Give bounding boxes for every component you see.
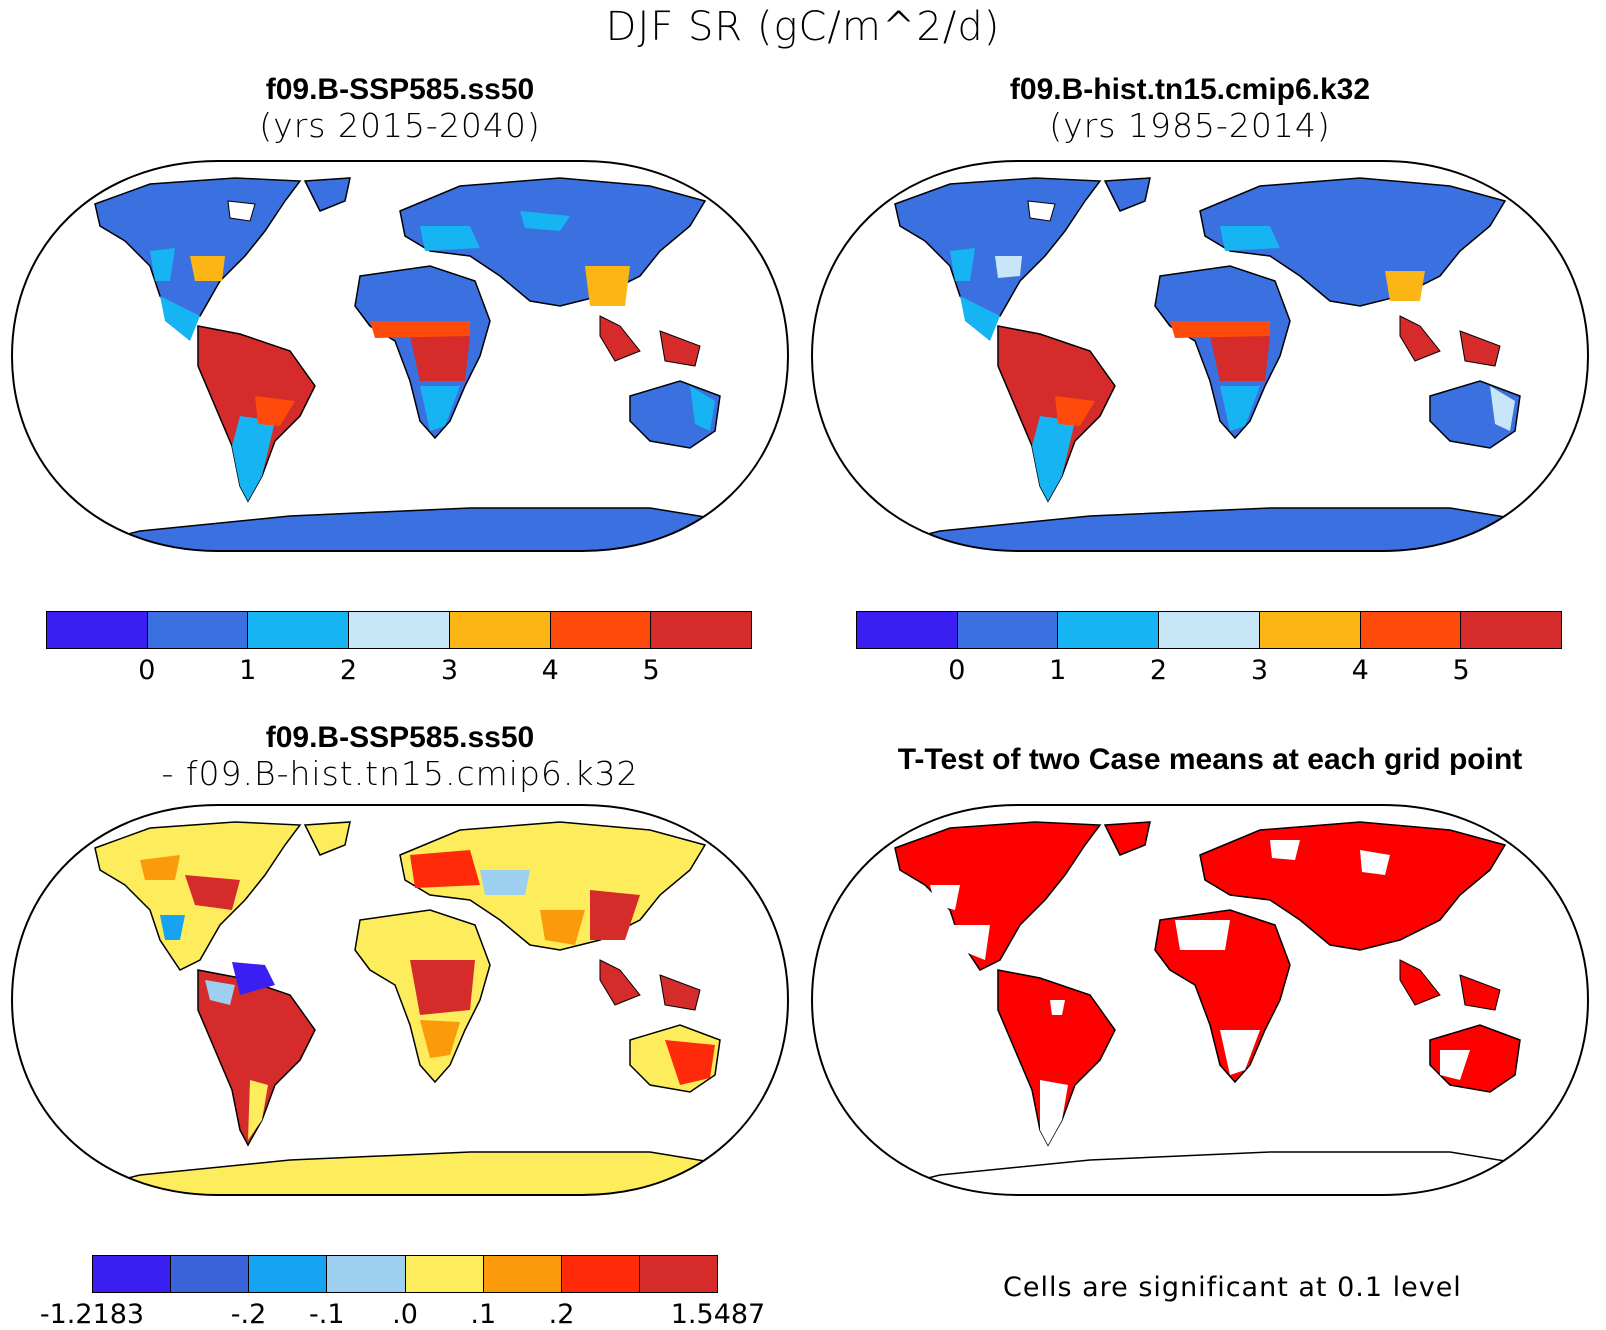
swatch: [1058, 612, 1160, 648]
tick-label: 2: [1149, 655, 1168, 686]
colorbar-top-right: 0 1 2 3 4 5: [856, 611, 1562, 686]
swatch: [561, 1256, 640, 1292]
panel-title-top-right: f09.B-hist.tn15.cmip6.k32 (yrs 1985-2014…: [800, 72, 1580, 144]
tick-label: 0: [948, 655, 966, 686]
tick-label: 4: [541, 655, 559, 686]
case-name: f09.B-hist.tn15.cmip6.k32: [1009, 73, 1371, 106]
map-bottom-right: [810, 804, 1590, 1196]
swatch: [249, 1256, 328, 1292]
tick-label: -.2: [230, 1299, 267, 1330]
tick-label: 1: [1049, 655, 1067, 686]
swatch: [327, 1256, 406, 1292]
swatch: [639, 1256, 717, 1292]
colorbar-bottom-left: -1.2183 -.2 -.1 .0 .1 .2 1.5487: [40, 1255, 765, 1330]
year-range: (yrs 1985-2014): [1049, 106, 1331, 145]
swatch: [1461, 612, 1562, 648]
tick-label: 0: [138, 655, 156, 686]
case-name: f09.B-SSP585.ss50: [265, 73, 535, 106]
colorbar-swatches: [92, 1255, 718, 1293]
colorbar-swatches: [856, 611, 1562, 649]
tick-label: 1: [239, 655, 257, 686]
swatch: [483, 1256, 562, 1292]
tick-label: -1.2183: [39, 1299, 145, 1330]
tick-label: 3: [440, 655, 458, 686]
map-top-left: [10, 160, 790, 552]
swatch: [1360, 612, 1462, 648]
map-bottom-left: [10, 804, 790, 1196]
colorbar-swatches: [46, 611, 752, 649]
swatch: [449, 612, 551, 648]
swatch: [93, 1256, 172, 1292]
swatch: [147, 612, 249, 648]
panel-title-bottom-left: f09.B-SSP585.ss50 - f09.B-hist.tn15.cmip…: [10, 720, 790, 792]
swatch: [1259, 612, 1361, 648]
tick-label: .1: [470, 1299, 497, 1330]
swatch: [248, 612, 350, 648]
panel-title-bottom-right: T-Test of two Case means at each grid po…: [897, 743, 1523, 776]
map-top-right: [810, 160, 1590, 552]
swatch: [1159, 612, 1260, 648]
tick-label: 2: [339, 655, 358, 686]
tick-label: 1.5487: [670, 1299, 766, 1330]
swatch: [405, 1256, 484, 1292]
swatch: [171, 1256, 250, 1292]
tick-label: 5: [1452, 655, 1470, 686]
tick-label: 3: [1250, 655, 1268, 686]
swatch: [857, 612, 958, 648]
case-name: f09.B-SSP585.ss50: [265, 721, 535, 754]
figure-title: DJF SR (gC/m^2/d): [605, 4, 1001, 50]
swatch: [47, 612, 148, 648]
tick-label: 4: [1351, 655, 1369, 686]
tick-label: .2: [548, 1299, 575, 1330]
swatch: [349, 612, 450, 648]
tick-label: -.1: [308, 1299, 345, 1330]
panel-title-top-left: f09.B-SSP585.ss50 (yrs 2015-2040): [10, 72, 790, 144]
year-range: (yrs 2015-2040): [259, 106, 541, 145]
swatch: [651, 612, 752, 648]
swatch: [957, 612, 1059, 648]
tick-label: 5: [642, 655, 660, 686]
difference-subtitle: - f09.B-hist.tn15.cmip6.k32: [161, 754, 639, 793]
swatch: [550, 612, 652, 648]
colorbar-top-left: 0 1 2 3 4 5: [46, 611, 752, 686]
tick-label: .0: [392, 1299, 418, 1330]
significance-note: Cells are significant at 0.1 level: [1003, 1272, 1462, 1303]
